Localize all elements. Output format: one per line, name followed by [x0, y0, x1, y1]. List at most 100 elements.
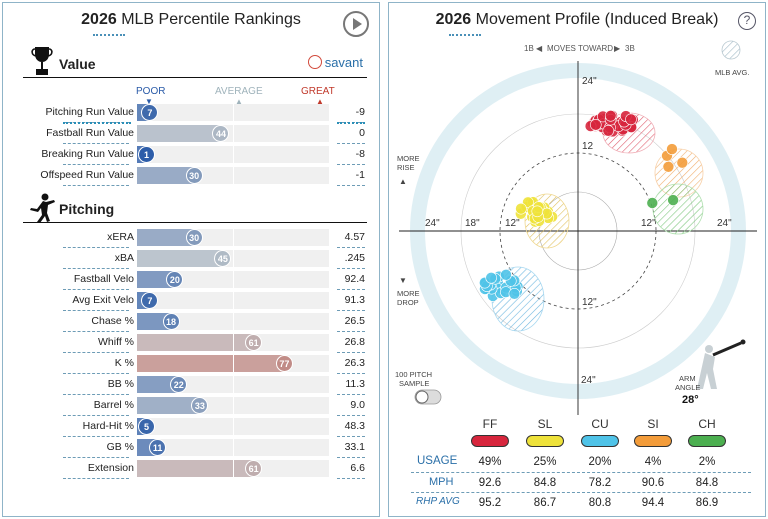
- pitch-color-pill[interactable]: [581, 435, 619, 447]
- metric-row[interactable]: xBA 45 .245: [3, 248, 379, 269]
- pitch-color-pill[interactable]: [526, 435, 564, 447]
- percentile-badge: 33: [191, 397, 209, 414]
- metric-row[interactable]: K % 77 26.3: [3, 353, 379, 374]
- percentile-bar-fill: [137, 460, 255, 477]
- metric-row[interactable]: Breaking Run Value 1 -8: [3, 144, 379, 165]
- metric-separator: [63, 247, 129, 248]
- help-icon[interactable]: ?: [738, 12, 756, 30]
- percentile-badge: 7: [141, 292, 159, 309]
- ring-label-left-mid: 18": [465, 218, 480, 229]
- metric-row[interactable]: Fastball Run Value 44 0: [3, 123, 379, 144]
- metric-value: -8: [355, 148, 365, 160]
- metric-separator: [63, 164, 129, 165]
- pitch-dot-si[interactable]: [666, 143, 678, 155]
- percentile-bar-track: 45: [137, 250, 329, 267]
- pitch-usage: 25%: [533, 456, 557, 468]
- metric-label: Barrel %: [93, 399, 134, 411]
- pitch-dot-cu[interactable]: [508, 287, 521, 300]
- metric-row[interactable]: GB % 11 33.1: [3, 437, 379, 458]
- play-button[interactable]: [343, 11, 369, 37]
- percentile-bar-fill: [137, 334, 255, 351]
- percentile-bar-midline: [233, 167, 234, 184]
- percentile-bar-midline: [233, 125, 234, 142]
- rise-arrow-icon: ▲: [399, 177, 407, 186]
- metric-value: 26.3: [344, 357, 365, 369]
- metric-separator: [337, 268, 365, 269]
- metric-separator: [63, 310, 129, 311]
- metric-row[interactable]: Hard-Hit % 5 48.3: [3, 416, 379, 437]
- ring-label-right-inner: 12": [641, 218, 656, 229]
- metric-row[interactable]: Chase % 18 26.5: [3, 311, 379, 332]
- metric-separator: [63, 289, 129, 290]
- metric-value: 33.1: [344, 441, 365, 453]
- pitch-dot-ff[interactable]: [625, 113, 637, 126]
- metric-row[interactable]: BB % 22 11.3: [3, 374, 379, 395]
- percentile-badge: 30: [185, 167, 203, 184]
- percentile-bar-track: 61: [137, 460, 329, 477]
- metric-row[interactable]: xERA 30 4.57: [3, 227, 379, 248]
- arm-angle-line2: ANGLE: [675, 383, 700, 392]
- pitch-dot-ch[interactable]: [667, 194, 679, 206]
- more-rise-line2: RISE: [397, 163, 415, 172]
- metric-value: 6.6: [350, 462, 365, 474]
- pitch-code: SI: [647, 417, 659, 431]
- percentile-badge: 1: [138, 146, 155, 163]
- metric-row[interactable]: Whiff % 61 26.8: [3, 332, 379, 353]
- scale-great-arrow-icon: ▲: [316, 97, 324, 106]
- percentile-bar-midline: [233, 104, 234, 121]
- pitch-color-pill[interactable]: [634, 435, 672, 447]
- metric-row[interactable]: Pitching Run Value 7 -9: [3, 102, 379, 123]
- percentile-bar-midline: [233, 355, 234, 372]
- pitch-rhp-avg: 86.7: [533, 497, 557, 509]
- pitch-dot-sl[interactable]: [515, 202, 527, 215]
- metric-value: 26.8: [344, 336, 365, 348]
- metric-separator: [63, 352, 129, 353]
- percentile-title-text: MLB Percentile Rankings: [121, 11, 301, 28]
- pitch-dot-ff[interactable]: [602, 125, 615, 137]
- metric-row[interactable]: Extension 61 6.6: [3, 458, 379, 479]
- movement-title-underline: [449, 34, 481, 36]
- metric-separator: [63, 143, 129, 144]
- pitch-dot-cu[interactable]: [500, 268, 512, 281]
- percentile-badge: 77: [275, 355, 293, 372]
- metric-label: GB %: [106, 441, 134, 453]
- metric-separator: [337, 185, 365, 186]
- metric-row[interactable]: Avg Exit Velo 7 91.3: [3, 290, 379, 311]
- metric-label: Chase %: [91, 315, 134, 327]
- value-section-rule: [23, 77, 367, 78]
- title-underline: [93, 34, 125, 36]
- movement-plot: 24" 12 24" 18" 12" 12" 24" 12" 24" 1B ◀ …: [395, 40, 757, 415]
- pitch-dot-ff[interactable]: [604, 110, 617, 122]
- metric-label: Fastball Run Value: [46, 127, 134, 139]
- pitch-dot-ch[interactable]: [646, 197, 659, 209]
- metric-row[interactable]: Barrel % 33 9.0: [3, 395, 379, 416]
- scale-average: AVERAGE: [215, 86, 263, 97]
- percentile-bar-midline: [233, 229, 234, 246]
- percentile-badge: 20: [166, 271, 184, 288]
- metric-label: Pitching Run Value: [45, 106, 134, 118]
- pitch-dot-cu[interactable]: [485, 271, 497, 284]
- metric-label: K %: [114, 357, 134, 369]
- percentile-bar-track: 5: [137, 418, 329, 435]
- pitch-dot-ff[interactable]: [590, 119, 602, 131]
- pitch-dot-sl[interactable]: [531, 205, 544, 218]
- pitch-dot-si[interactable]: [676, 156, 689, 169]
- dir-right-label: 3B: [625, 44, 635, 53]
- metric-separator: [63, 478, 129, 479]
- metric-row[interactable]: Fastball Velo 20 92.4: [3, 269, 379, 290]
- mlb-avg-legend-icon: [721, 40, 741, 60]
- dir-right-arrow-icon: ▶: [614, 44, 621, 53]
- pitch-color-pill[interactable]: [688, 435, 726, 447]
- percentile-bar-midline: [233, 460, 234, 477]
- metric-row[interactable]: Offspeed Run Value 30 -1: [3, 165, 379, 186]
- percentile-bar-track: 22: [137, 376, 329, 393]
- percentile-bar-fill: [137, 229, 195, 246]
- metric-label: BB %: [107, 378, 134, 390]
- trophy-icon: [31, 47, 53, 75]
- metric-separator: [337, 164, 365, 165]
- pitch-dot-si[interactable]: [662, 161, 675, 173]
- percentile-bar-midline: [233, 418, 234, 435]
- pitch-color-pill[interactable]: [471, 435, 509, 447]
- metric-separator: [337, 478, 365, 479]
- sample-toggle[interactable]: [414, 389, 442, 405]
